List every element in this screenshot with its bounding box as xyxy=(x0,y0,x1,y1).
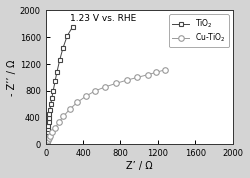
Cu-TiO$_2$ xyxy=(49,135,52,137)
Cu-TiO$_2$ xyxy=(94,90,97,92)
Text: 1.23 V vs. RHE: 1.23 V vs. RHE xyxy=(70,14,136,23)
TiO$_2$ xyxy=(56,71,58,73)
TiO$_2$ xyxy=(46,136,49,138)
Cu-TiO$_2$ xyxy=(45,143,48,145)
TiO$_2$ xyxy=(46,131,49,133)
TiO$_2$ xyxy=(71,25,74,28)
TiO$_2$ xyxy=(46,134,49,136)
TiO$_2$ xyxy=(45,143,48,145)
Cu-TiO$_2$ xyxy=(76,101,79,103)
TiO$_2$ xyxy=(66,35,69,37)
Cu-TiO$_2$ xyxy=(164,69,167,71)
Cu-TiO$_2$ xyxy=(62,115,65,117)
X-axis label: Z’ / Ω: Z’ / Ω xyxy=(126,161,152,171)
Cu-TiO$_2$ xyxy=(146,74,149,76)
TiO$_2$ xyxy=(47,125,50,127)
Line: Cu-TiO$_2$: Cu-TiO$_2$ xyxy=(44,67,168,147)
TiO$_2$ xyxy=(54,80,56,83)
Cu-TiO$_2$ xyxy=(114,82,117,85)
Cu-TiO$_2$ xyxy=(46,141,49,143)
Cu-TiO$_2$ xyxy=(136,76,139,78)
Cu-TiO$_2$ xyxy=(154,71,158,74)
TiO$_2$ xyxy=(50,97,53,99)
TiO$_2$ xyxy=(48,117,50,119)
TiO$_2$ xyxy=(48,109,51,111)
Line: TiO$_2$: TiO$_2$ xyxy=(44,24,75,146)
Cu-TiO$_2$ xyxy=(57,121,60,123)
Cu-TiO$_2$ xyxy=(126,79,128,81)
TiO$_2$ xyxy=(47,121,50,123)
TiO$_2$ xyxy=(52,90,55,92)
TiO$_2$ xyxy=(45,140,48,142)
TiO$_2$ xyxy=(45,142,48,144)
Cu-TiO$_2$ xyxy=(45,143,48,145)
TiO$_2$ xyxy=(45,141,48,143)
Cu-TiO$_2$ xyxy=(48,137,50,139)
Cu-TiO$_2$ xyxy=(84,95,87,97)
TiO$_2$ xyxy=(49,103,52,105)
Legend: TiO$_2$, Cu-TiO$_2$: TiO$_2$, Cu-TiO$_2$ xyxy=(169,14,229,47)
Cu-TiO$_2$ xyxy=(51,131,54,134)
TiO$_2$ xyxy=(48,113,51,115)
TiO$_2$ xyxy=(46,138,48,140)
TiO$_2$ xyxy=(58,59,61,61)
Cu-TiO$_2$ xyxy=(104,86,107,88)
Cu-TiO$_2$ xyxy=(45,142,48,144)
TiO$_2$ xyxy=(62,47,64,49)
TiO$_2$ xyxy=(46,128,50,130)
Cu-TiO$_2$ xyxy=(46,139,50,142)
Cu-TiO$_2$ xyxy=(68,108,71,110)
Y-axis label: - Z’’ / Ω: - Z’’ / Ω xyxy=(7,59,17,96)
Cu-TiO$_2$ xyxy=(54,127,56,129)
